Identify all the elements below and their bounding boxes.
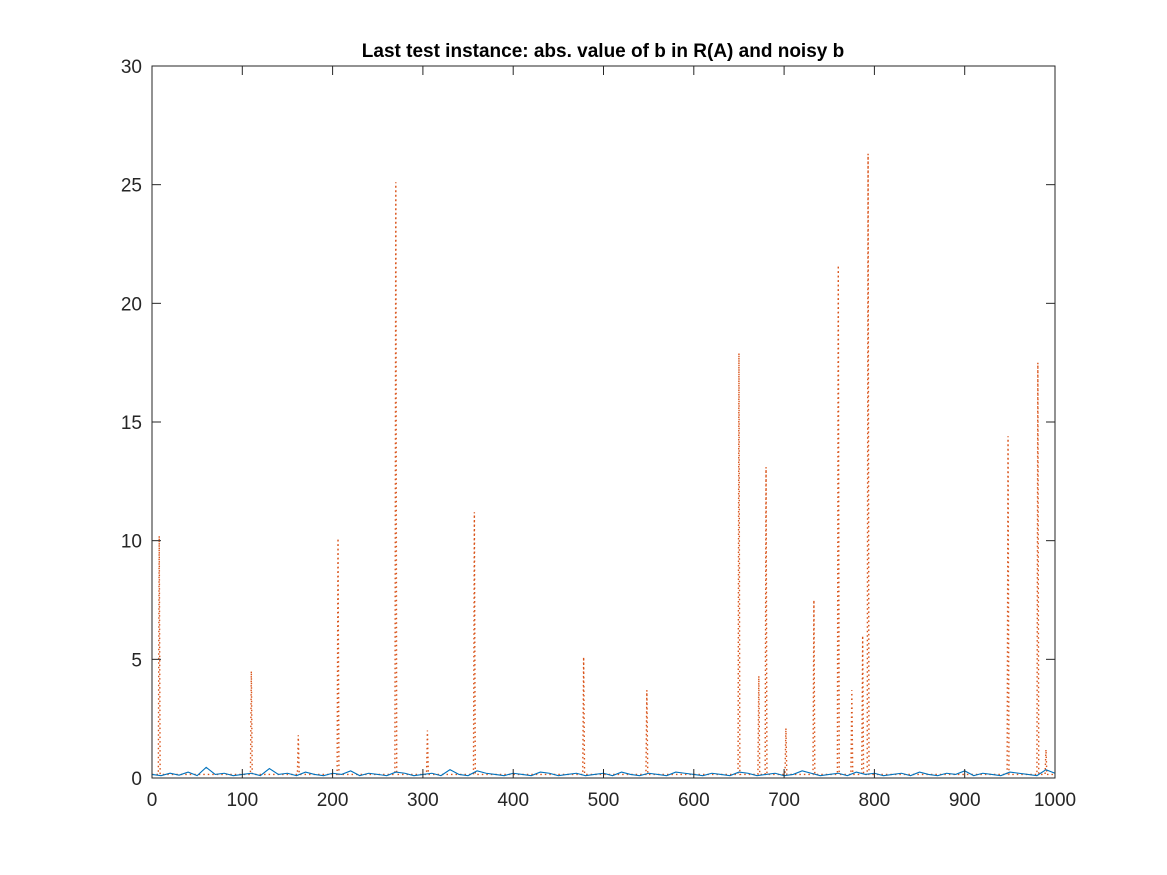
x-tick-label-8: 800	[859, 790, 891, 811]
x-tick-label-5: 500	[588, 790, 620, 811]
y-tick-label-2: 10	[121, 532, 142, 553]
series-noisy-b-line	[152, 153, 1055, 776]
y-tick-label-3: 15	[121, 413, 142, 434]
y-tick-label-5: 25	[121, 176, 142, 197]
x-tick-label-6: 600	[678, 790, 710, 811]
y-tick-label-1: 5	[131, 650, 142, 671]
x-tick-label-9: 900	[949, 790, 981, 811]
y-tick-label-4: 20	[121, 294, 142, 315]
plot-area	[152, 66, 1055, 778]
x-tick-label-4: 400	[497, 790, 529, 811]
x-tick-label-7: 700	[768, 790, 800, 811]
x-tick-label-3: 300	[407, 790, 439, 811]
x-tick-label-10: 1000	[1034, 790, 1076, 811]
x-tick-label-2: 200	[317, 790, 349, 811]
y-tick-label-0: 0	[131, 769, 142, 790]
chart-title: Last test instance: abs. value of b in R…	[362, 41, 844, 62]
y-tick-label-6: 30	[121, 57, 142, 78]
axes-layer: 0 100 200 300 400 500 600 700 800 900 1000 0 5 10 15 20…	[121, 57, 1076, 811]
x-tick-label-1: 100	[226, 790, 258, 811]
x-tick-label-0: 0	[147, 790, 158, 811]
